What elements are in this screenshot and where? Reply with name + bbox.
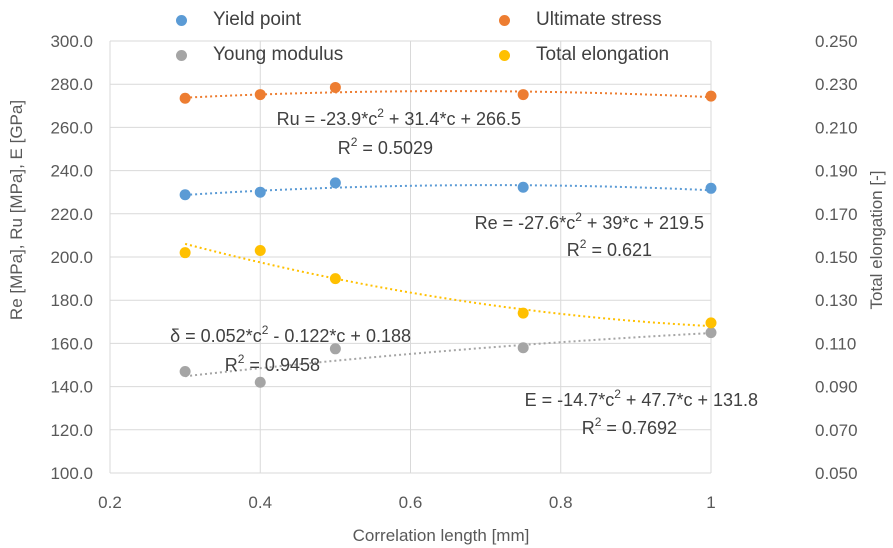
legend-marker-icon bbox=[499, 49, 510, 61]
data-point bbox=[179, 247, 191, 259]
data-point bbox=[254, 186, 266, 198]
data-point bbox=[329, 81, 341, 93]
x-tick-label: 0.6 bbox=[399, 493, 423, 512]
data-points bbox=[179, 81, 717, 388]
data-point bbox=[254, 376, 266, 388]
y-left-tick-label: 140.0 bbox=[50, 378, 93, 397]
x-tick-label: 0.8 bbox=[549, 493, 573, 512]
legend-label: Yield point bbox=[213, 9, 302, 30]
r-squared-label: R2 = 0.621 bbox=[567, 237, 652, 260]
legend-marker-icon bbox=[499, 14, 510, 26]
y-right-tick-label: 0.050 bbox=[815, 464, 858, 483]
data-point bbox=[179, 92, 191, 104]
data-point bbox=[329, 177, 341, 189]
y-left-tick-label: 200.0 bbox=[50, 248, 93, 267]
y-right-tick-label: 0.150 bbox=[815, 248, 858, 267]
legend-marker-icon bbox=[176, 14, 187, 26]
y-right-tick-label: 0.210 bbox=[815, 118, 858, 137]
y-left-tick-label: 160.0 bbox=[50, 334, 93, 353]
r-squared-label: R2 = 0.9458 bbox=[225, 352, 320, 375]
legend-label: Ultimate stress bbox=[536, 9, 662, 30]
data-point bbox=[705, 327, 717, 339]
y-left-tick-label: 260.0 bbox=[50, 118, 93, 137]
x-tick-label: 1 bbox=[706, 493, 715, 512]
legend-item-young-modulus: Young modulus bbox=[176, 44, 343, 66]
data-point bbox=[517, 307, 529, 319]
trend-equations: Re = -27.6*c2 + 39*c + 219.5 R2 = 0.621 Ru… bbox=[170, 106, 758, 438]
y-right-tick-label: 0.110 bbox=[815, 334, 856, 353]
gridlines bbox=[109, 40, 712, 474]
x-axis-ticks: 0.2 0.4 0.6 0.8 1 bbox=[98, 493, 716, 512]
trend-equation: Ru = -23.9*c2 + 31.4*c + 266.5 bbox=[277, 106, 521, 129]
trendline-3 bbox=[184, 242, 712, 328]
y-left-tick-label: 180.0 bbox=[50, 291, 93, 310]
trend-equation: E = -14.7*c2 + 47.7*c + 131.8 bbox=[525, 387, 758, 410]
y-right-tick-label: 0.230 bbox=[815, 75, 858, 94]
trend-equation: Re = -27.6*c2 + 39*c + 219.5 bbox=[475, 210, 704, 233]
legend-item-ultimate-stress: Ultimate stress bbox=[499, 9, 662, 31]
legend-label: Young modulus bbox=[213, 44, 344, 65]
trend-equation: δ = 0.052*c2 - 0.122*c + 0.188 bbox=[170, 323, 411, 346]
data-point bbox=[517, 342, 529, 354]
data-point bbox=[329, 273, 341, 285]
data-point bbox=[179, 365, 191, 377]
data-point bbox=[254, 89, 266, 101]
y-right-tick-label: 0.250 bbox=[815, 32, 858, 51]
r-squared-label: R2 = 0.5029 bbox=[338, 135, 433, 158]
x-axis-label: Correlation length [mm] bbox=[353, 526, 530, 545]
y-left-tick-label: 240.0 bbox=[50, 162, 93, 181]
data-point bbox=[517, 89, 529, 101]
y-left-tick-label: 300.0 bbox=[50, 32, 93, 51]
legend-label: Total elongation bbox=[536, 44, 670, 65]
data-point bbox=[179, 189, 191, 201]
right-axis-ticks: 0.050 0.070 0.090 0.110 0.130 0.150 0.170 0.190… bbox=[815, 32, 858, 483]
legend-item-total-elongation: Total elongation bbox=[499, 44, 669, 66]
legend-marker-icon bbox=[176, 49, 187, 61]
y-right-tick-label: 0.130 bbox=[815, 291, 858, 310]
data-point bbox=[329, 343, 341, 355]
data-point bbox=[254, 245, 266, 257]
y-axis-left-label: Re [MPa], Ru [MPa], E [GPa] bbox=[7, 100, 26, 320]
data-point bbox=[705, 182, 717, 194]
legend-item-yield-point: Yield point bbox=[176, 9, 301, 31]
data-point bbox=[705, 317, 717, 329]
left-axis-ticks: 100.0 120.0 140.0 160.0 180.0 200.0 220.0 240.0… bbox=[50, 32, 93, 483]
data-point bbox=[705, 90, 717, 102]
y-left-tick-label: 100.0 bbox=[50, 464, 93, 483]
y-right-tick-label: 0.070 bbox=[815, 421, 858, 440]
x-tick-label: 0.2 bbox=[98, 493, 122, 512]
y-right-tick-label: 0.190 bbox=[815, 162, 858, 181]
y-right-tick-label: 0.170 bbox=[815, 205, 858, 224]
y-left-tick-label: 220.0 bbox=[50, 205, 93, 224]
y-right-tick-label: 0.090 bbox=[815, 378, 858, 397]
y-axis-right-label: Total elongation [-] bbox=[867, 171, 886, 310]
y-left-tick-label: 120.0 bbox=[50, 421, 93, 440]
x-tick-label: 0.4 bbox=[248, 493, 272, 512]
trendlines bbox=[184, 90, 712, 378]
r-squared-label: R2 = 0.7692 bbox=[582, 415, 677, 438]
data-point bbox=[517, 181, 529, 193]
y-left-tick-label: 280.0 bbox=[50, 75, 93, 94]
